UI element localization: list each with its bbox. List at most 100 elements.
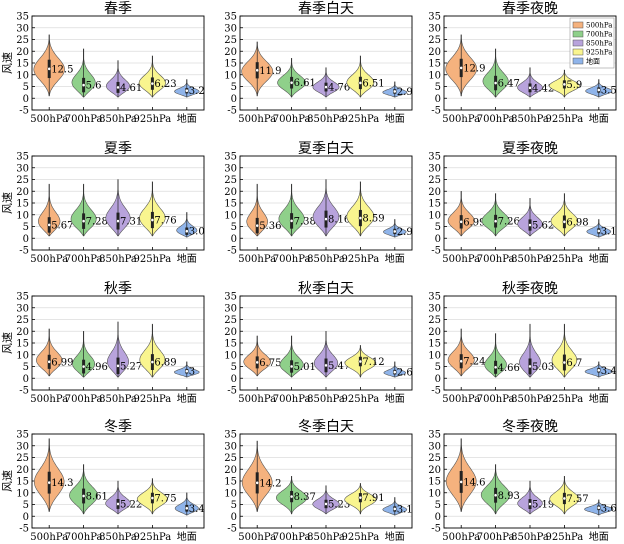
median-point [528,364,532,369]
y-tick-label: 5 [231,362,237,373]
y-tick-label: 15 [224,199,237,210]
x-tick-label: 700hPa [65,532,103,543]
x-tick-label: 地面 [589,112,609,125]
legend-swatch [572,57,584,65]
median-point [528,86,532,90]
y-tick-label: 10 [16,350,29,361]
median-label: 7.75 [154,494,176,505]
median-label: 7.12 [362,357,384,368]
y-tick-label: 10 [224,70,237,81]
y-tick-label: 15 [224,477,237,488]
median-label: 14.2 [259,478,281,489]
x-tick-label: 925hPa [546,394,584,405]
y-tick-label: -5 [227,106,237,117]
x-tick-label: 地面 [177,252,197,265]
x-tick-label: 地面 [177,112,197,125]
y-tick-label: 5 [231,82,237,93]
y-tick-label: 5 [231,222,237,233]
x-tick-label: 500hPa [238,114,276,125]
median-point [528,502,532,506]
median-point [81,83,86,87]
median-label: 11.9 [259,66,281,77]
median-label: 6.99 [463,217,485,228]
y-tick-label: 15 [224,59,237,70]
y-tick-label: 5 [435,500,441,511]
median-point [289,364,294,369]
x-tick-label: 地面 [385,392,405,405]
median-point [324,363,328,368]
y-tick-label: 30 [16,441,29,452]
y-tick-label: 35 [16,152,29,163]
median-point [358,495,363,500]
x-tick-label: 500hPa [238,394,276,405]
y-tick-label: 25 [16,315,29,326]
y-tick-label: 0 [435,94,441,105]
y-tick-label: -5 [431,106,441,117]
median-point [324,217,328,221]
y-tick-label: 30 [224,163,237,174]
x-tick-label: 地面 [589,252,609,265]
median-label: 3.1 [601,226,617,237]
x-tick-label: 925hPa [134,532,172,543]
median-point [493,365,498,370]
median-label: 5.36 [259,221,281,232]
median-point [528,223,532,227]
median-label: 3.0 [189,227,205,238]
median-point [116,364,120,368]
panel-title: 春季夜晚 [502,1,558,17]
median-label: 6.7 [566,358,582,369]
x-tick-label: 地面 [177,392,197,405]
median-label: 4.76 [328,83,350,94]
panel-title: 夏季 [104,141,132,157]
median-label: 7.31 [120,217,142,228]
median-label: 6.89 [154,358,176,369]
y-tick-label: 5 [23,222,29,233]
median-point [493,81,498,85]
x-tick-label: 850hPa [307,254,345,265]
x-tick-label: 850hPa [511,532,549,543]
median-point [81,364,86,369]
median-label: 5.22 [120,499,142,510]
y-tick-label: 10 [224,210,237,221]
median-label: 8.59 [362,214,384,225]
x-tick-label: 500hPa [442,394,480,405]
y-axis-label: 风速 [1,470,14,492]
y-tick-label: 30 [428,23,441,34]
x-tick-label: 925hPa [546,532,584,543]
x-tick-label: 700hPa [273,254,311,265]
median-point [150,218,155,222]
y-tick-label: 35 [428,152,441,163]
x-tick-label: 地面 [385,252,405,265]
y-tick-label: -5 [227,524,237,535]
y-tick-label: 25 [428,315,441,326]
y-tick-label: 25 [16,175,29,186]
median-point [459,480,464,484]
median-label: 5.6 [86,81,102,92]
x-tick-label: 850hPa [511,394,549,405]
x-tick-label: 地面 [177,530,197,543]
median-point [358,81,363,85]
y-tick-label: 20 [16,47,29,58]
y-tick-label: 15 [16,477,29,488]
median-label: 7.28 [86,217,108,228]
x-tick-label: 850hPa [511,114,549,125]
median-point [392,370,397,374]
x-tick-label: 925hPa [546,114,584,125]
median-point [255,68,260,73]
x-tick-label: 地面 [589,530,609,543]
y-tick-label: 15 [428,199,441,210]
median-label: 6.61 [294,78,316,89]
median-point [81,219,86,223]
panel-title: 春季白天 [298,1,354,17]
median-label: 6.98 [566,217,588,228]
y-tick-label: 25 [428,35,441,46]
y-tick-label: 5 [435,82,441,93]
median-label: 7.24 [463,357,485,368]
x-tick-label: 850hPa [307,114,345,125]
